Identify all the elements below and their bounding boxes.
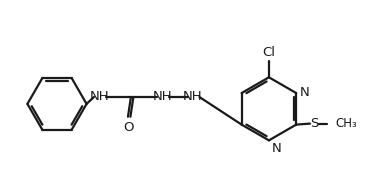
Text: NH: NH bbox=[183, 90, 203, 104]
Text: NH: NH bbox=[90, 90, 109, 104]
Text: N: N bbox=[300, 86, 310, 99]
Text: N: N bbox=[272, 142, 282, 155]
Text: O: O bbox=[124, 121, 134, 134]
Text: Cl: Cl bbox=[262, 46, 275, 59]
Text: CH₃: CH₃ bbox=[336, 117, 357, 130]
Text: NH: NH bbox=[152, 90, 172, 104]
Text: S: S bbox=[310, 117, 318, 130]
